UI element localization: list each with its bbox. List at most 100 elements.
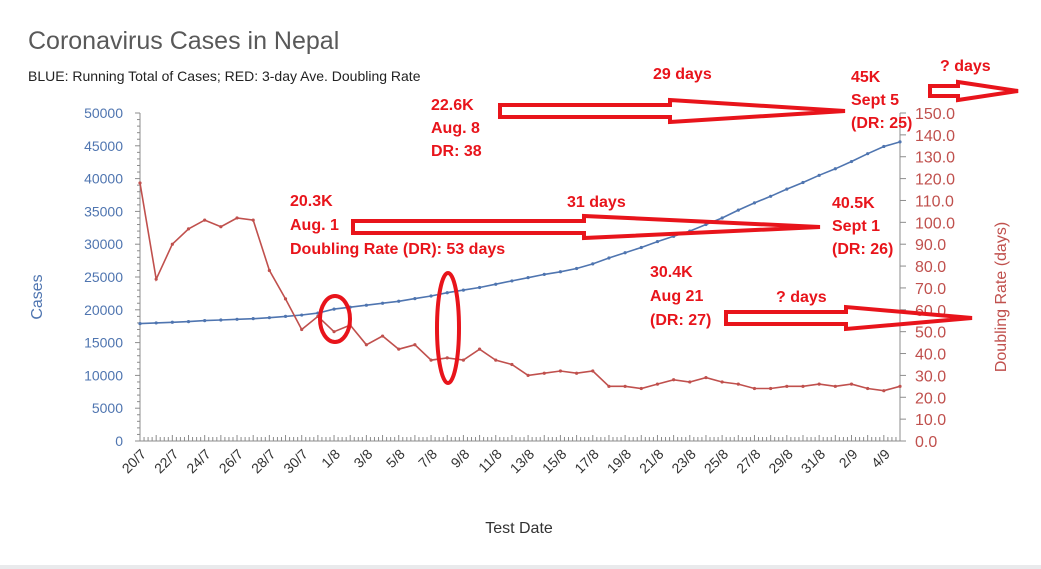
x-tick-label: 13/8 bbox=[507, 446, 538, 477]
total-cases-point bbox=[639, 245, 643, 250]
x-tick-label: 26/7 bbox=[216, 446, 247, 477]
annotation-sep5-text: 45K bbox=[851, 69, 881, 86]
doubling-rate-point bbox=[332, 330, 336, 334]
x-tick-label: 23/8 bbox=[668, 446, 699, 477]
doubling-rate-point bbox=[752, 386, 757, 391]
doubling-rate-point bbox=[397, 347, 401, 351]
y-tick-label: 35000 bbox=[84, 203, 123, 219]
doubling-rate-point bbox=[380, 334, 385, 338]
x-tick-label: 20/7 bbox=[119, 446, 150, 477]
total-cases-point bbox=[267, 316, 271, 320]
total-cases-point bbox=[477, 285, 482, 290]
annotation-aug1-text: Doubling Rate (DR): 53 days bbox=[290, 241, 505, 258]
doubling-rate-point bbox=[477, 347, 482, 351]
annotation-aug21-text: (DR: 27) bbox=[650, 312, 711, 329]
arrow-31-days-label: 31 days bbox=[567, 194, 626, 211]
doubling-rate-point bbox=[769, 386, 773, 391]
y2-tick-label: 50.0 bbox=[915, 325, 946, 342]
total-cases-point bbox=[591, 262, 595, 266]
total-cases-point bbox=[558, 270, 563, 274]
total-cases-point bbox=[364, 303, 368, 307]
x-tick-label: 22/7 bbox=[151, 446, 182, 477]
chart-subtitle: BLUE: Running Total of Cases; RED: 3-day… bbox=[28, 68, 421, 84]
doubling-rate-point bbox=[510, 362, 514, 367]
total-cases-point bbox=[833, 167, 837, 171]
annotation-sep5-text: (DR: 25) bbox=[851, 115, 912, 132]
total-cases-point bbox=[429, 294, 433, 298]
annotation-aug8-text: 22.6K bbox=[431, 97, 474, 114]
total-cases-point bbox=[542, 272, 546, 276]
doubling-rate-point bbox=[736, 382, 740, 386]
highlight-ellipse-aug1 bbox=[318, 294, 352, 344]
x-tick-label: 21/8 bbox=[636, 446, 667, 477]
y2-tick-label: 110.0 bbox=[915, 193, 954, 210]
arrow-sep5-future bbox=[928, 79, 1019, 103]
doubling-rate-point bbox=[720, 380, 724, 384]
doubling-rate-point bbox=[235, 216, 239, 220]
doubling-rate-point bbox=[300, 327, 304, 332]
doubling-rate-point bbox=[688, 380, 692, 384]
doubling-rate-point bbox=[413, 343, 417, 347]
y2-tick-label: 70.0 bbox=[915, 281, 946, 298]
annotation-sep1-text: 40.5K bbox=[832, 195, 875, 212]
arrow-aug1-to-sep1 bbox=[351, 213, 821, 241]
doubling-rate-point bbox=[882, 389, 886, 393]
total-cases-point bbox=[461, 288, 466, 292]
doubling-rate-point bbox=[138, 181, 142, 185]
total-cases-point bbox=[413, 297, 417, 301]
total-cases-point bbox=[203, 319, 207, 323]
total-cases-point bbox=[526, 276, 530, 280]
x-tick-label: 27/8 bbox=[733, 446, 764, 477]
total-cases-point bbox=[283, 314, 288, 318]
y2-tick-label: 150.0 bbox=[915, 106, 955, 123]
x-tick-label: 3/8 bbox=[350, 446, 375, 471]
y2-tick-label: 80.0 bbox=[915, 259, 946, 276]
total-cases-point bbox=[817, 173, 821, 177]
y2-tick-label: 100.0 bbox=[915, 215, 955, 232]
y2-tick-label: 90.0 bbox=[915, 237, 946, 254]
doubling-rate-point bbox=[672, 378, 676, 382]
total-cases-point bbox=[397, 299, 401, 303]
x-tick-label: 11/8 bbox=[475, 446, 505, 476]
total-cases-point bbox=[219, 318, 223, 322]
y-tick-label: 20000 bbox=[84, 302, 123, 318]
doubling-rate-point bbox=[267, 268, 271, 273]
annotations: 20.3K Aug. 1 Doubling Rate (DR): 53 days 22… bbox=[290, 58, 1019, 385]
x-tick-label: 29/8 bbox=[765, 446, 796, 477]
y-tick-label: 5000 bbox=[92, 400, 123, 416]
total-cases-point bbox=[186, 320, 191, 324]
x-tick-label: 28/7 bbox=[248, 446, 279, 477]
highlight-ellipse-aug8 bbox=[435, 271, 461, 385]
x-tick-label: 4/9 bbox=[868, 446, 893, 471]
y2-tick-label: 130.0 bbox=[915, 150, 955, 167]
total-cases-point bbox=[510, 279, 514, 283]
total-cases-point bbox=[752, 201, 757, 205]
doubling-rate-point bbox=[429, 358, 433, 362]
total-cases-point bbox=[898, 140, 902, 144]
y-tick-label: 50000 bbox=[84, 105, 123, 121]
doubling-rate-point bbox=[251, 218, 255, 222]
x-tick-label: 30/7 bbox=[280, 446, 311, 477]
x-tick-label: 31/8 bbox=[798, 446, 829, 477]
doubling-rate-point bbox=[574, 371, 579, 375]
doubling-rate-point bbox=[364, 343, 368, 347]
doubling-rate-point bbox=[558, 369, 563, 373]
total-cases-point bbox=[300, 313, 304, 317]
total-cases-point bbox=[574, 266, 579, 271]
doubling-rate-point bbox=[219, 225, 223, 229]
total-cases-point bbox=[720, 216, 724, 220]
bottom-divider bbox=[0, 565, 1041, 569]
x-tick-label: 7/8 bbox=[415, 446, 440, 471]
y2-tick-label: 120.0 bbox=[915, 172, 955, 189]
y-tick-label: 40000 bbox=[84, 171, 123, 187]
y-tick-label: 30000 bbox=[84, 236, 123, 252]
arrow-aug8-to-sep5 bbox=[498, 97, 846, 125]
arrow-unknown-days-label: ? days bbox=[940, 58, 991, 75]
doubling-rate-point bbox=[445, 356, 449, 360]
arrow-unknown-days-label: ? days bbox=[776, 289, 827, 306]
doubling-rate-point bbox=[607, 384, 611, 388]
x-tick-label: 17/8 bbox=[571, 446, 602, 477]
doubling-rate-point bbox=[704, 375, 708, 380]
total-cases-point bbox=[138, 321, 142, 326]
